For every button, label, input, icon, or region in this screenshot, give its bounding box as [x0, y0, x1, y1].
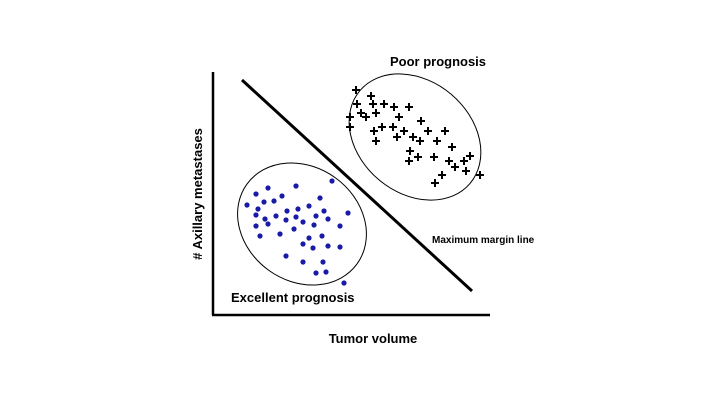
dot-point [337, 244, 343, 250]
dot-point [325, 243, 331, 249]
plus-point [406, 147, 414, 155]
y-axis-label: # Axillary metastases [190, 128, 205, 260]
plus-point [380, 100, 388, 108]
plus-point [372, 109, 380, 117]
data-marks [244, 86, 484, 286]
dot-point [300, 259, 306, 265]
plus-point [460, 157, 468, 165]
plus-point [416, 137, 424, 145]
plus-point [462, 167, 470, 175]
dot-point [265, 221, 271, 227]
dot-point [293, 183, 299, 189]
dot-point [244, 202, 250, 208]
plus-point [362, 113, 370, 121]
plus-point [369, 100, 377, 108]
dot-point [277, 231, 283, 237]
dot-point [310, 245, 316, 251]
x-axis-label: Tumor volume [329, 331, 418, 346]
dot-point [317, 195, 323, 201]
dot-point [323, 269, 329, 275]
dot-point [293, 214, 299, 220]
dot-point [313, 213, 319, 219]
plus-point [405, 157, 413, 165]
dot-point [300, 241, 306, 247]
plus-point [390, 103, 398, 111]
dot-point [306, 203, 312, 209]
dot-point [255, 206, 261, 212]
annotation-excellent-prognosis: Excellent prognosis [231, 290, 355, 305]
maximum-margin-line [240, 78, 474, 293]
plus-point [378, 123, 386, 131]
plus-point [438, 171, 446, 179]
dot-point [283, 253, 289, 259]
plus-point [353, 100, 361, 108]
dot-point [341, 280, 347, 286]
dot-point [306, 235, 312, 241]
dot-point [265, 185, 271, 191]
plus-point [430, 153, 438, 161]
dot-point [279, 193, 285, 199]
plus-point [372, 137, 380, 145]
annotation-poor-prognosis: Poor prognosis [390, 54, 486, 69]
dot-point [291, 226, 297, 232]
dot-point [300, 219, 306, 225]
dot-point [311, 222, 317, 228]
plus-point [476, 171, 484, 179]
dot-point [253, 223, 259, 229]
plus-point [346, 113, 354, 121]
plus-point [431, 179, 439, 187]
dot-point [321, 208, 327, 214]
dot-point [319, 233, 325, 239]
plus-point [451, 163, 459, 171]
plus-point [424, 127, 432, 135]
dot-point [253, 212, 259, 218]
excellent-prognosis-ellipse [237, 162, 367, 286]
plus-point [400, 127, 408, 135]
plus-point [448, 143, 456, 151]
dot-point [329, 178, 335, 184]
dot-point [295, 206, 301, 212]
plus-point [395, 113, 403, 121]
dot-point [261, 199, 267, 205]
plus-point [414, 153, 422, 161]
plus-point [352, 86, 360, 94]
plus-point [433, 137, 441, 145]
dot-point [262, 216, 268, 222]
plus-point [441, 127, 449, 135]
plus-point [417, 117, 425, 125]
plus-point [445, 157, 453, 165]
dot-point [284, 208, 290, 214]
plus-point [357, 109, 365, 117]
dot-point [283, 217, 289, 223]
dot-point [271, 198, 277, 204]
plus-point [370, 127, 378, 135]
plus-point [466, 152, 474, 160]
plus-point [409, 133, 417, 141]
dot-point [313, 270, 319, 276]
dot-point [345, 210, 351, 216]
dot-point [325, 216, 331, 222]
dot-point [320, 259, 326, 265]
dot-point [253, 191, 259, 197]
plus-point [346, 123, 354, 131]
plus-point [405, 103, 413, 111]
dot-point [337, 223, 343, 229]
annotation-maximum-margin-line: Maximum margin line [432, 235, 535, 246]
plus-point [367, 92, 375, 100]
plus-point [389, 123, 397, 131]
plus-point [393, 133, 401, 141]
dot-point [257, 233, 263, 239]
dot-point [273, 213, 279, 219]
